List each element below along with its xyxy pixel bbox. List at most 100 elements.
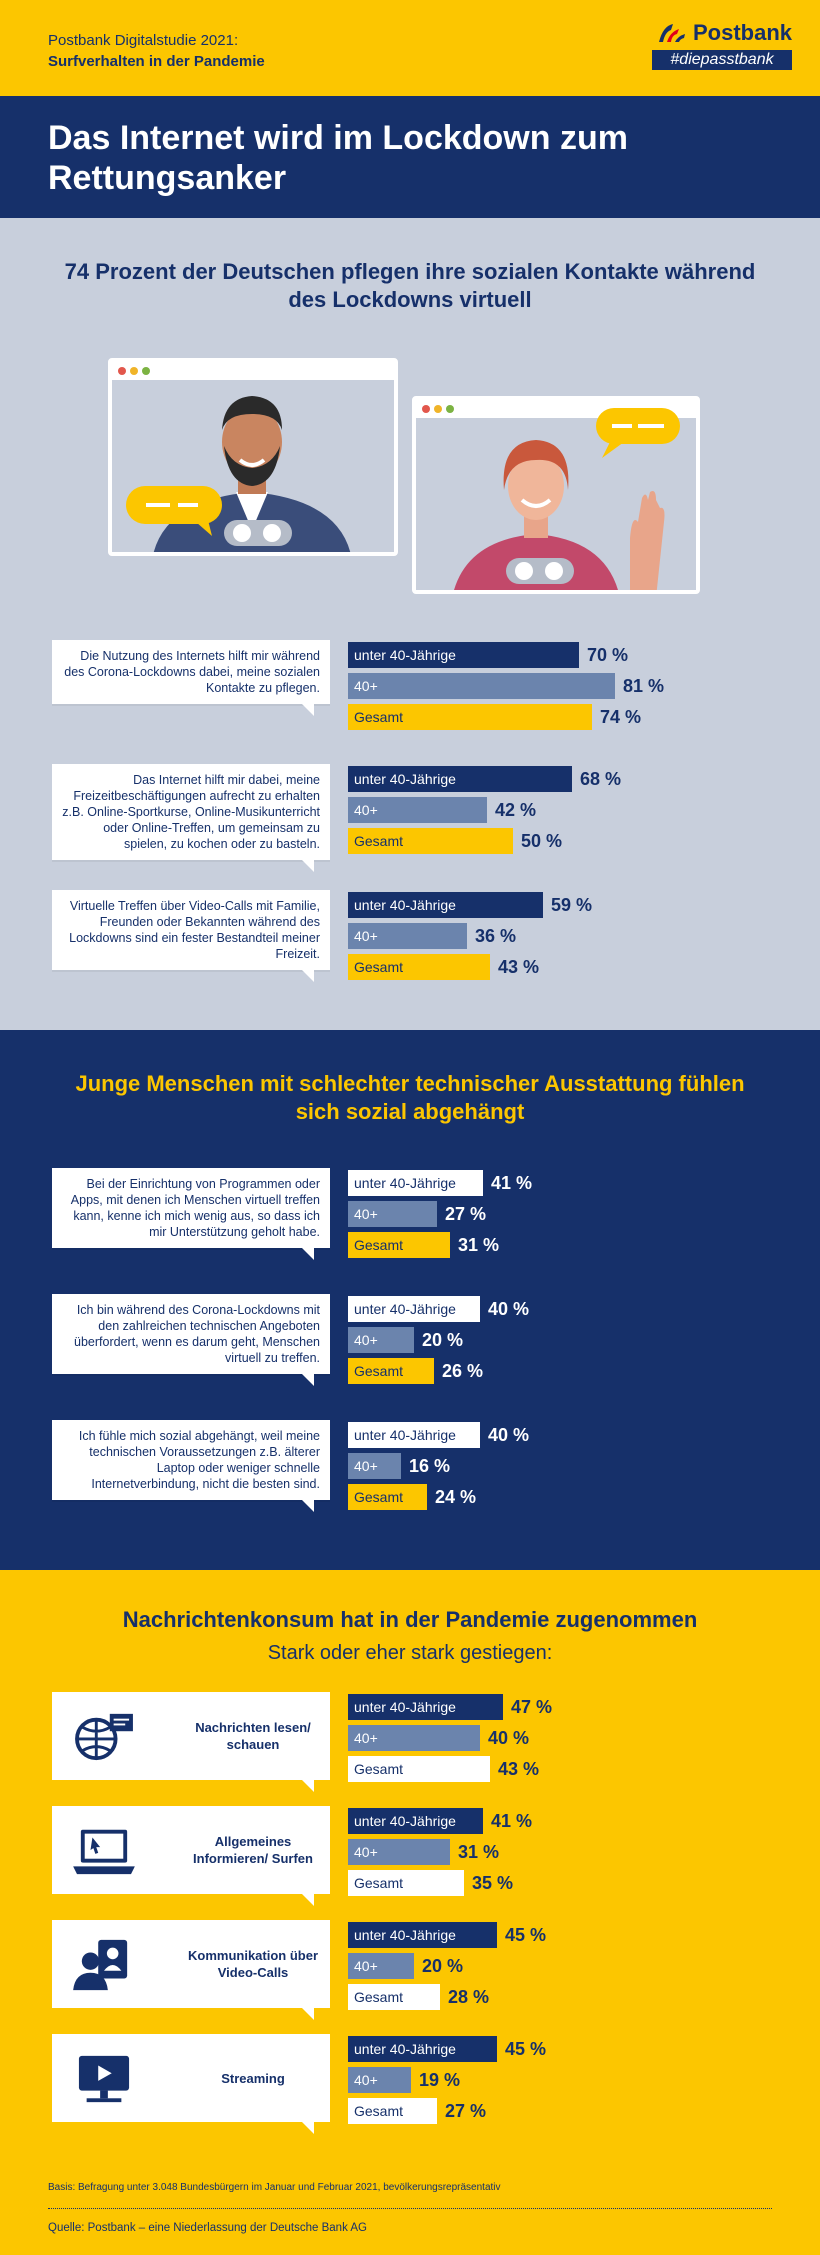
bar-series-label: unter 40-Jährige	[354, 1301, 456, 1317]
bar-series-label: unter 40-Jährige	[354, 1927, 456, 1943]
bar-series-label: 40+	[354, 2072, 378, 2088]
bar-6-0: unter 40-Jährige	[348, 1694, 503, 1720]
section-social-contacts: 74 Prozent der Deutschen pflegen ihre so…	[0, 218, 820, 1030]
section-3-headline: Nachrichtenkonsum hat in der Pandemie zu…	[122, 1607, 698, 1632]
statement-label: Nachrichten lesen/ schauen	[195, 1720, 311, 1752]
bar-7-1: 40+	[348, 1839, 450, 1865]
bar-series-label: unter 40-Jährige	[354, 897, 456, 913]
bar-value-label: 27 %	[445, 2101, 487, 2121]
postbank-wing-icon	[658, 24, 685, 42]
bar-value-label: 42 %	[495, 800, 537, 820]
bar-value-label: 43 %	[498, 957, 540, 977]
statement-label: Kommunikation über Video-Calls	[188, 1948, 319, 1980]
globe-news-icon	[75, 1713, 133, 1761]
statement-box-3: Bei der Einrichtung von Programmen oder …	[52, 1168, 330, 1260]
top-banner: Postbank Digitalstudie 2021: Surfverhalt…	[0, 0, 820, 96]
statement-box-1: Das Internet hilft mir dabei, meine Frei…	[52, 764, 330, 872]
bar-value-label: 45 %	[505, 1925, 547, 1945]
statement-label: Streaming	[221, 2070, 285, 2086]
bar-series-label: 40+	[354, 1206, 378, 1222]
bar-2-2: Gesamt	[348, 954, 490, 980]
statement-box-4: Ich bin während des Corona-Lockdowns mit…	[52, 1294, 330, 1386]
bar-series-label: Gesamt	[354, 1989, 404, 2005]
video-call-icon	[73, 1939, 128, 1991]
bar-8-2: Gesamt	[348, 1984, 440, 2010]
bar-8-1: 40+	[348, 1953, 414, 1979]
bar-series-label: Gesamt	[354, 2103, 404, 2119]
bar-2-0: unter 40-Jährige	[348, 892, 543, 918]
bar-series-label: 40+	[354, 678, 378, 694]
bar-value-label: 27 %	[445, 1204, 487, 1224]
bar-value-label: 74 %	[600, 707, 642, 727]
statement-box-6: Nachrichten lesen/ schauen	[52, 1692, 330, 1792]
bar-8-0: unter 40-Jährige	[348, 1922, 497, 1948]
bar-series-label: Gesamt	[354, 709, 404, 725]
statement-box-7: Allgemeines Informieren/ Surfen	[52, 1806, 330, 1906]
bar-series-label: 40+	[354, 928, 378, 944]
bar-value-label: 47 %	[511, 1697, 553, 1717]
bar-6-1: 40+	[348, 1725, 480, 1751]
source-note: Quelle: Postbank – eine Niederlassung de…	[48, 2222, 367, 2234]
bar-series-label: Gesamt	[354, 833, 404, 849]
statement-box-2: Virtuelle Treffen über Video-Calls mit F…	[52, 890, 330, 982]
bar-series-label: unter 40-Jährige	[354, 647, 456, 663]
bar-value-label: 43 %	[498, 1759, 540, 1779]
bar-value-label: 50 %	[521, 831, 563, 851]
bar-series-label: 40+	[354, 1958, 378, 1974]
bar-9-1: 40+	[348, 2067, 411, 2093]
bar-value-label: 20 %	[422, 1330, 464, 1350]
video-window-man	[108, 358, 398, 556]
bar-7-0: unter 40-Jährige	[348, 1808, 483, 1834]
bar-series-label: 40+	[354, 1458, 378, 1474]
basis-note: Basis: Befragung unter 3.048 Bundesbürge…	[48, 2182, 501, 2193]
bar-6-2: Gesamt	[348, 1756, 490, 1782]
statement-label: Allgemeines Informieren/ Surfen	[193, 1834, 313, 1866]
bar-value-label: 26 %	[442, 1361, 484, 1381]
bar-value-label: 40 %	[488, 1425, 530, 1445]
bar-series-label: 40+	[354, 1844, 378, 1860]
bar-value-label: 70 %	[587, 645, 629, 665]
bar-5-0: unter 40-Jährige	[348, 1422, 480, 1448]
statement-box-0: Die Nutzung des Internets hilft mir währ…	[52, 640, 330, 716]
bar-1-0: unter 40-Jährige	[348, 766, 572, 792]
bar-2-1: 40+	[348, 923, 467, 949]
bar-value-label: 40 %	[488, 1728, 530, 1748]
bar-1-1: 40+	[348, 797, 487, 823]
bar-series-label: unter 40-Jährige	[354, 1813, 456, 1829]
bar-0-1: 40+	[348, 673, 615, 699]
section-1-headline: 74 Prozent der Deutschen pflegen ihre so…	[64, 259, 756, 312]
bar-value-label: 59 %	[551, 895, 593, 915]
bar-series-label: Gesamt	[354, 1489, 404, 1505]
bar-series-label: 40+	[354, 1730, 378, 1746]
bar-value-label: 81 %	[623, 676, 665, 696]
statement-box-8: Kommunikation über Video-Calls	[52, 1920, 330, 2020]
bar-series-label: Gesamt	[354, 1761, 404, 1777]
footer-divider	[48, 2208, 772, 2209]
laptop-icon	[73, 1829, 135, 1875]
study-name: Postbank Digitalstudie 2021:	[48, 32, 239, 49]
bar-4-0: unter 40-Jährige	[348, 1296, 480, 1322]
logo-tagline: #diepasstbank	[652, 50, 792, 70]
bar-series-label: Gesamt	[354, 1237, 404, 1253]
bar-value-label: 36 %	[475, 926, 517, 946]
speech-bubble-left	[126, 486, 222, 536]
bar-value-label: 28 %	[448, 1987, 490, 2007]
footer: Basis: Befragung unter 3.048 Bundesbürge…	[0, 2164, 820, 2255]
bar-value-label: 20 %	[422, 1956, 464, 1976]
bar-series-label: unter 40-Jährige	[354, 1427, 456, 1443]
tv-streaming-icon	[78, 2055, 130, 2103]
woman-illustration	[454, 440, 665, 590]
study-kicker: Postbank Digitalstudie 2021: Surfverhalt…	[48, 30, 265, 72]
postbank-logo: Postbank #diepasstbank	[652, 20, 792, 70]
bar-4-2: Gesamt	[348, 1358, 434, 1384]
hero-banner: Das Internet wird im Lockdown zum Rettun…	[0, 96, 820, 218]
bar-5-1: 40+	[348, 1453, 401, 1479]
bar-series-label: unter 40-Jährige	[354, 2041, 456, 2057]
page-title: Das Internet wird im Lockdown zum Rettun…	[48, 119, 628, 197]
bar-5-2: Gesamt	[348, 1484, 427, 1510]
bar-value-label: 31 %	[458, 1842, 500, 1862]
bar-9-2: Gesamt	[348, 2098, 437, 2124]
bar-value-label: 45 %	[505, 2039, 547, 2059]
speech-bubble-right	[596, 408, 680, 458]
bar-1-2: Gesamt	[348, 828, 513, 854]
